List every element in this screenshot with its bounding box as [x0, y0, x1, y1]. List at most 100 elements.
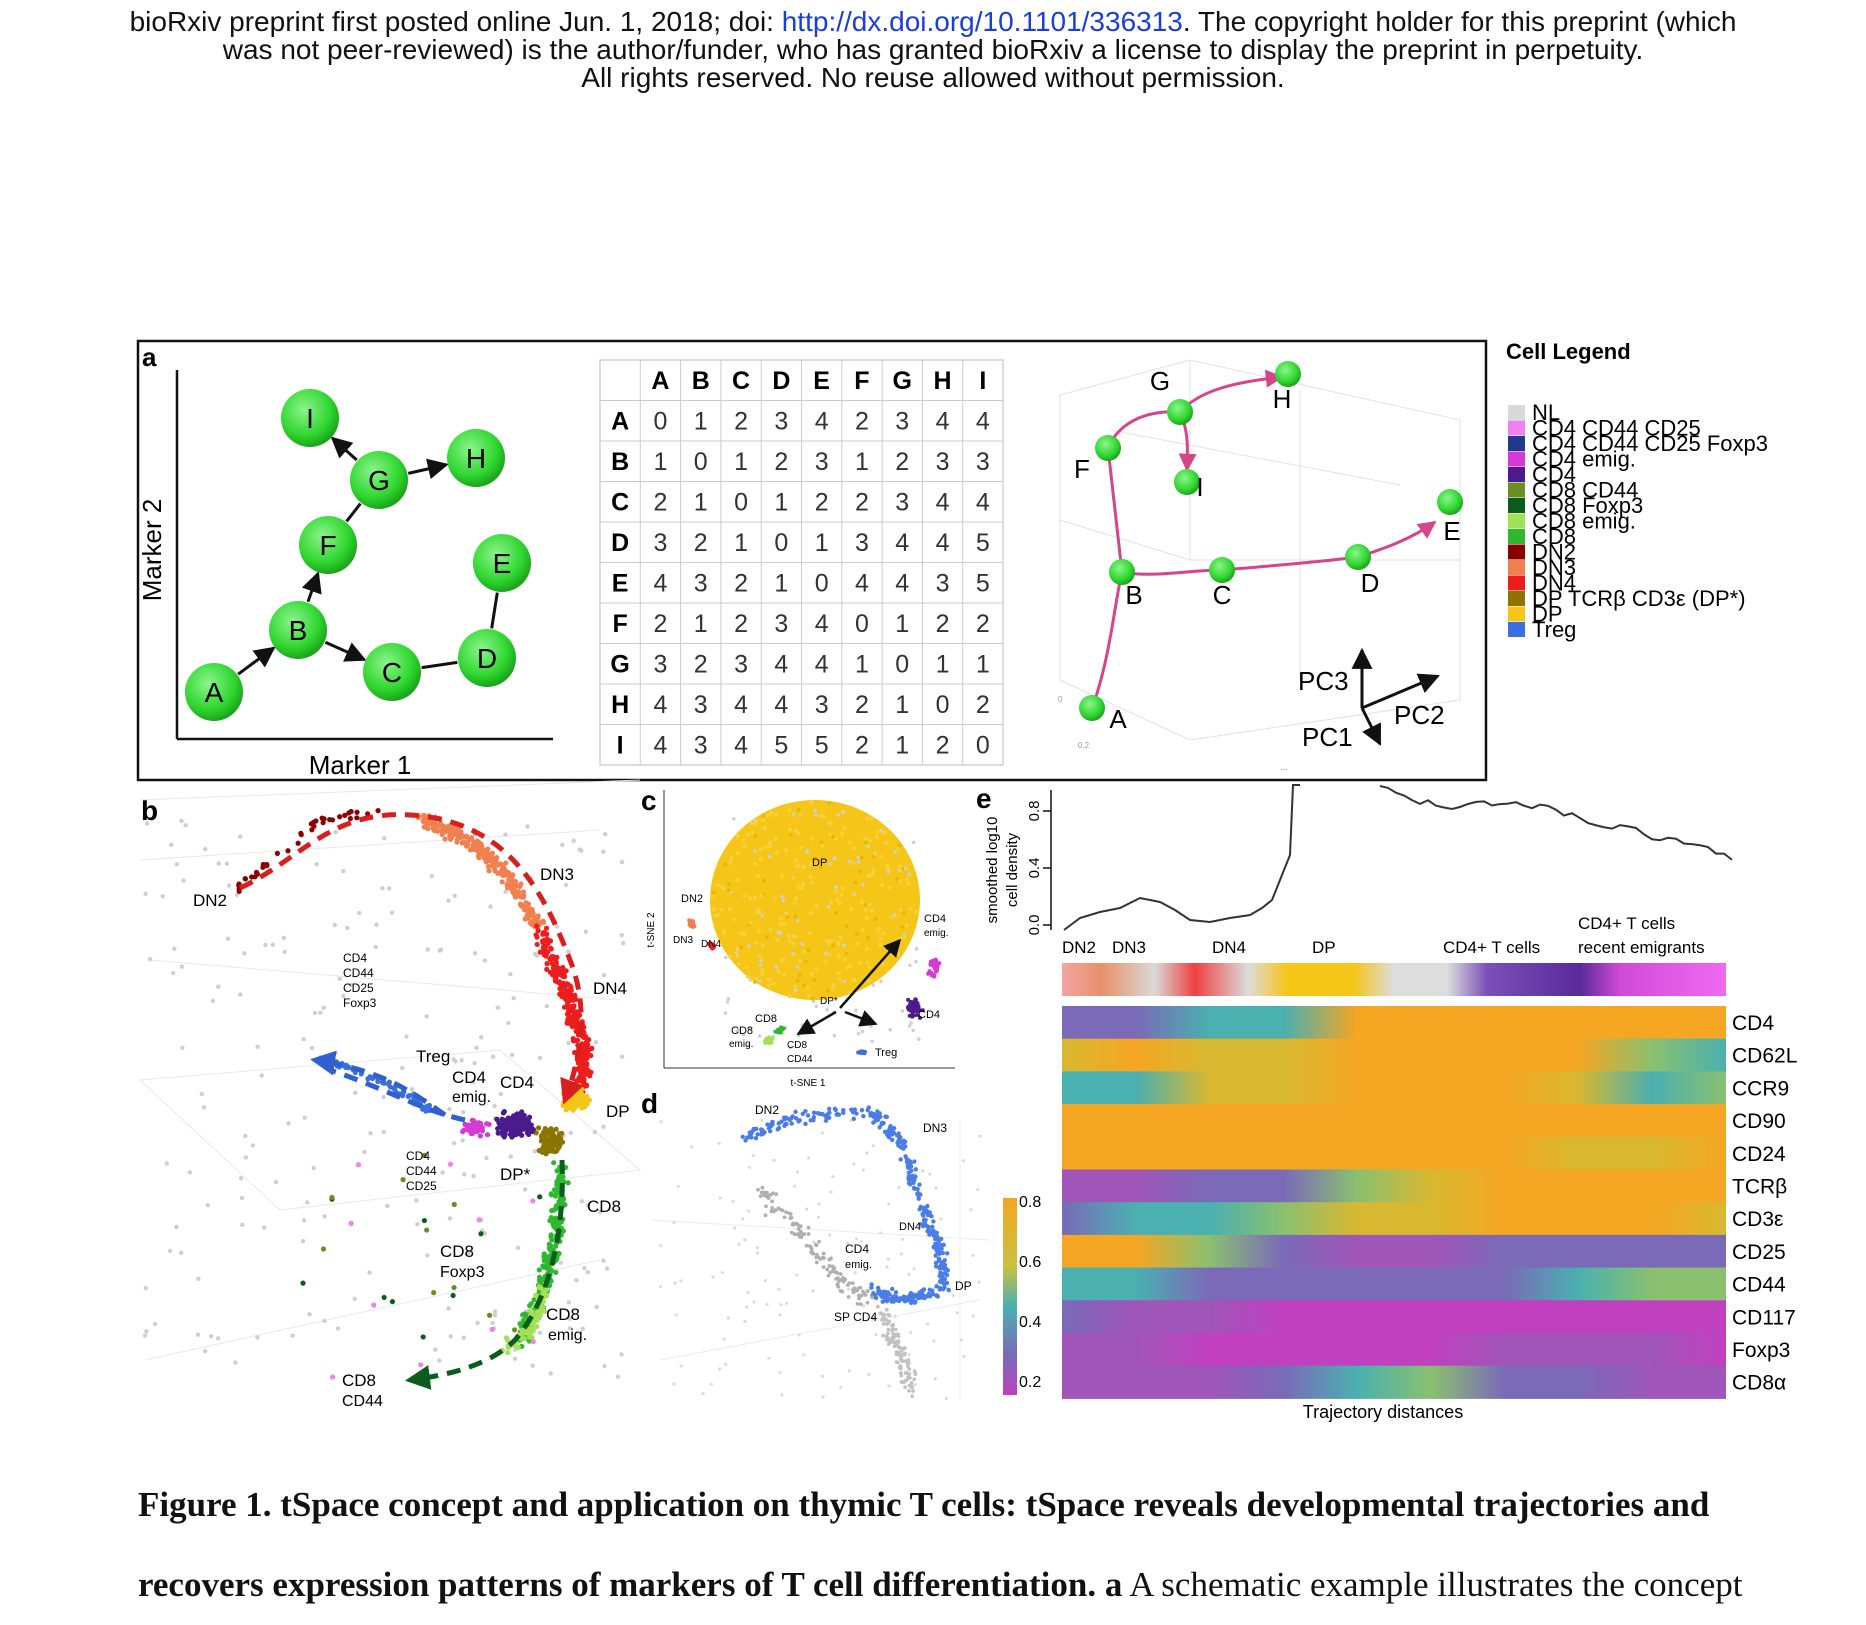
matrix-cell: 2 — [734, 408, 748, 436]
cell-point — [771, 981, 776, 986]
cell-point — [490, 1320, 495, 1326]
cell-point — [765, 1122, 770, 1127]
graph-node — [299, 516, 357, 574]
heatmap-row — [1062, 1038, 1726, 1072]
cell-point — [552, 969, 558, 975]
cell-point — [728, 954, 733, 959]
cell-point — [301, 1037, 306, 1042]
cell-point — [800, 1023, 805, 1027]
cell-point — [870, 872, 875, 877]
cell-point — [898, 879, 903, 884]
cell-legend-title: Cell Legend — [1506, 339, 1631, 364]
graph-node-label: D — [477, 643, 497, 674]
cell-point — [708, 943, 713, 948]
graph-node — [447, 429, 505, 487]
caption-bold-letter: a — [1104, 1565, 1123, 1604]
cell-point — [776, 969, 781, 974]
matrix-cell: 0 — [815, 570, 829, 598]
cell-point — [940, 1261, 946, 1266]
cell-point — [733, 1226, 737, 1230]
cell-point — [586, 1097, 593, 1103]
cell-point — [763, 1278, 767, 1283]
matrix-cell: 2 — [734, 610, 748, 638]
cell-point — [337, 976, 342, 982]
doi-link[interactable]: http://dx.doi.org/10.1101/336313 — [781, 6, 1183, 37]
cell-point — [537, 1055, 543, 1061]
cell-point — [793, 984, 798, 989]
cell-point — [752, 1300, 756, 1304]
cell-point — [886, 1327, 891, 1332]
cell-point — [563, 987, 569, 994]
matrix-col-header: F — [854, 367, 869, 395]
cell-point — [452, 893, 457, 899]
matrix-cell: 2 — [653, 489, 667, 517]
cell-point — [795, 919, 800, 923]
cell-point — [806, 1225, 811, 1230]
cell-point — [302, 1115, 307, 1120]
cell-point — [804, 1243, 809, 1248]
cell-point — [835, 1276, 840, 1281]
cell-point — [160, 893, 165, 899]
cell-point — [920, 1290, 925, 1296]
cell-point — [505, 885, 511, 891]
cell-point — [478, 1035, 484, 1040]
cell-point — [282, 949, 287, 955]
cell-point — [553, 960, 559, 967]
cell-point — [916, 1196, 921, 1201]
cell-point — [517, 901, 523, 907]
panel-c-arrows — [796, 938, 902, 1036]
cell-point — [582, 1265, 587, 1271]
cell-point — [827, 1264, 832, 1268]
cell-point — [801, 1232, 805, 1237]
cell-point — [179, 964, 185, 969]
panel-d-letter: d — [641, 1088, 658, 1119]
cell-point — [941, 1266, 947, 1272]
cell-point — [827, 801, 832, 806]
cell-point — [181, 878, 186, 883]
cell-point — [143, 891, 148, 897]
cell-point — [914, 959, 918, 964]
cell-point — [818, 865, 823, 870]
cell-point — [464, 840, 470, 846]
cell-point — [535, 1125, 542, 1131]
matrix-row-header: I — [617, 732, 624, 760]
cell-point — [875, 1109, 880, 1114]
cell-point — [907, 1024, 912, 1028]
matrix-row-header: G — [610, 651, 629, 679]
cell-point — [764, 1204, 768, 1209]
cell-point — [906, 1176, 911, 1182]
cell-point — [760, 913, 764, 918]
marker-label: CD62L — [1732, 1045, 1797, 1068]
cell-point — [747, 1165, 752, 1169]
matrix-cell: 4 — [976, 489, 990, 517]
cell-point — [939, 1276, 944, 1282]
cell-point — [205, 1203, 210, 1208]
cell-point — [871, 1112, 877, 1117]
cell-point — [224, 861, 230, 866]
panel-b-label: CD44 — [343, 966, 374, 980]
cell-point — [946, 1287, 951, 1293]
cell-point — [775, 1029, 780, 1034]
cell-point — [873, 916, 878, 921]
cell-point — [354, 815, 360, 821]
cell-point — [603, 831, 608, 837]
cell-point — [865, 946, 870, 951]
cell-point — [799, 845, 804, 850]
cell-point — [352, 1296, 357, 1301]
cell-point — [810, 996, 815, 1001]
cell-point — [859, 1107, 865, 1113]
cell-point — [522, 1313, 529, 1319]
cell-point — [518, 1122, 525, 1128]
cell-point — [236, 888, 242, 894]
cell-point — [885, 1265, 889, 1269]
cell-point — [556, 979, 563, 985]
cell-point — [826, 904, 831, 909]
cell-point — [779, 1303, 783, 1307]
cell-point — [475, 1320, 480, 1325]
cell-point — [514, 1111, 520, 1117]
cell-point — [861, 1113, 866, 1119]
caption-rest: A schematic example illustrates the conc… — [1129, 1565, 1743, 1604]
cell-point — [722, 1337, 726, 1341]
cell-point — [870, 1039, 874, 1044]
